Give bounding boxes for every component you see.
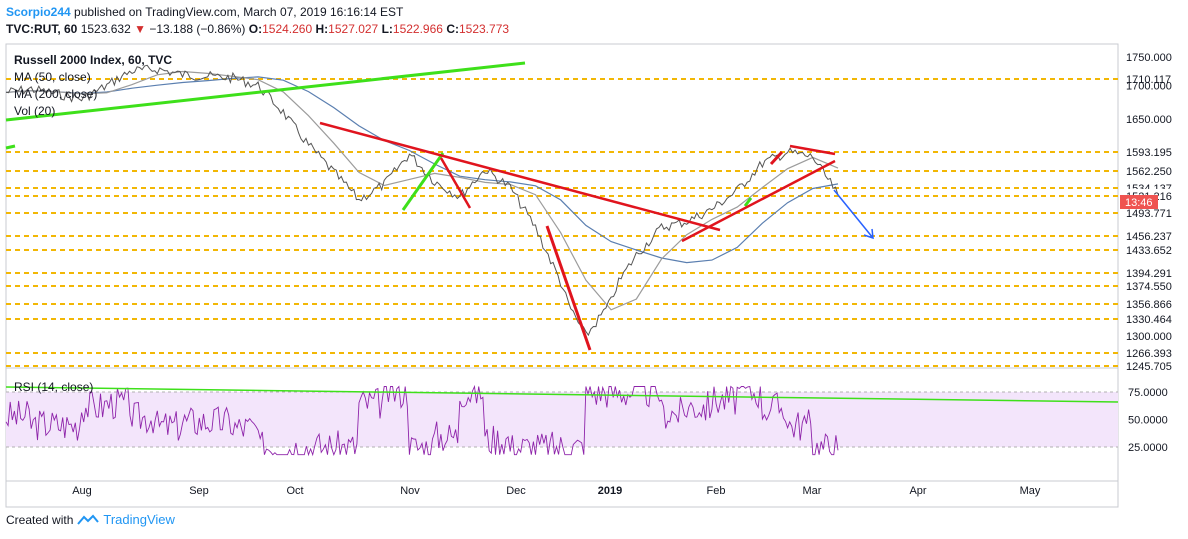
time-axis-label: Feb: [707, 485, 726, 497]
rsi-series: [5, 384, 839, 457]
time-axis-label: Aug: [72, 485, 92, 497]
time-axis-label: Mar: [803, 485, 822, 497]
close-label: C:: [446, 22, 459, 36]
red-drop-line-1[interactable]: [439, 157, 472, 209]
price-axis: 1750.000 1700.000 1650.000 1300.000: [1126, 52, 1172, 343]
rsi-axis-tick: 25.0000: [1128, 442, 1168, 454]
close-value: 1523.773: [458, 22, 510, 36]
low-value: 1522.966: [392, 22, 443, 36]
price-level-label-bg: [1120, 206, 1182, 220]
down-arrow-icon: ▼: [134, 22, 146, 36]
time-axis-label: Oct: [286, 485, 303, 497]
price-axis-tick: 1300.000: [1126, 331, 1172, 343]
price-series: [5, 64, 839, 337]
time-axis-label: 2019: [598, 485, 622, 497]
published-text: published on TradingView.com, March 07, …: [74, 5, 404, 19]
price-level-label-bg: [1120, 346, 1182, 360]
price-level-label: 1374.550: [1126, 281, 1172, 293]
price-level-label: 1433.652: [1126, 245, 1172, 257]
price-level-label-bg: [1120, 229, 1182, 243]
rsi-axis-tick: 50.0000: [1128, 415, 1168, 427]
current-price-time: 13:46: [1125, 197, 1153, 209]
tradingview-logo-icon: [77, 514, 100, 525]
rsi-trendline[interactable]: [5, 386, 1119, 403]
time-axis-label: Nov: [400, 485, 420, 497]
ma50-line: [5, 70, 839, 311]
author-name[interactable]: Scorpio244: [6, 5, 71, 19]
open-value: 1524.260: [262, 22, 313, 36]
created-with-text: Created with: [6, 512, 74, 527]
last-price: 1523.632: [80, 22, 131, 36]
projection-arrowhead-icon: [863, 228, 874, 240]
red-drop-line-2[interactable]: [545, 225, 592, 351]
price-level-label: 1593.195: [1126, 147, 1172, 159]
support-resistance-levels: 1710.1171593.1951562.2501534.1371521.216…: [6, 72, 1182, 373]
price-level-label-bg: [1120, 145, 1182, 159]
price-axis-tick: 1650.000: [1126, 114, 1172, 126]
price-level-label-bg: [1120, 72, 1182, 86]
price-level-label-bg: [1120, 297, 1182, 311]
price-level-label: 1330.464: [1126, 314, 1172, 326]
high-value: 1527.027: [328, 22, 379, 36]
time-axis-label: Sep: [189, 485, 209, 497]
quote-line: TVC:RUT, 60 1523.632 ▼ −13.188 (−0.86%) …: [6, 21, 1182, 38]
volume-legend[interactable]: Vol (20): [14, 104, 55, 118]
green-trendline-tick[interactable]: [743, 197, 753, 207]
ma50-legend[interactable]: MA (50, close): [14, 70, 91, 84]
time-axis: Aug Sep Oct Nov Dec 2019 Feb Mar Apr May: [72, 485, 1041, 497]
price-level-label: 1266.393: [1126, 348, 1172, 360]
chart-title: Russell 2000 Index, 60, TVC: [14, 53, 172, 67]
price-level-label-bg: [1120, 266, 1182, 280]
ma200-legend[interactable]: MA (200, close): [14, 87, 97, 101]
rsi-band: [6, 392, 1118, 447]
price-level-label-bg: [1120, 164, 1182, 178]
red-rise-line[interactable]: [769, 150, 784, 166]
price-level-label: 1710.117: [1126, 74, 1171, 86]
current-price-tag: [1120, 195, 1158, 209]
price-level-label: 1245.705: [1126, 361, 1172, 373]
time-axis-label: May: [1020, 485, 1041, 497]
green-trendline[interactable]: [5, 61, 526, 122]
publish-line: Scorpio244 published on TradingView.com,…: [6, 4, 1182, 21]
low-label: L:: [381, 22, 393, 36]
price-level-label: 1562.250: [1126, 166, 1172, 178]
red-trendline-up[interactable]: [681, 159, 836, 243]
footer: Created with TradingView: [6, 512, 175, 527]
price-level-label-bg: [1120, 359, 1182, 373]
symbol-label: TVC:RUT, 60: [6, 22, 78, 36]
open-label: O:: [248, 22, 263, 36]
plot-frame: [5, 43, 1119, 508]
price-level-label: 1394.291: [1126, 268, 1172, 280]
time-axis-label: Apr: [909, 485, 926, 497]
rsi-axis: 75.0000 50.0000 25.0000: [1128, 387, 1168, 454]
price-level-label-bg: [1120, 279, 1182, 293]
time-axis-label: Dec: [506, 485, 526, 497]
price-level-label-bg: [1120, 243, 1182, 257]
projection-arrow: [833, 189, 874, 239]
chart-header: Scorpio244 published on TradingView.com,…: [6, 4, 1182, 40]
rsi-axis-tick: 75.0000: [1128, 387, 1168, 399]
green-trendline-short[interactable]: [401, 152, 445, 211]
price-change: −13.188 (−0.86%): [149, 22, 246, 36]
price-level-label: 1456.237: [1126, 231, 1172, 243]
price-axis-tick: 1750.000: [1126, 52, 1172, 64]
price-level-label: 1356.866: [1126, 299, 1172, 311]
high-label: H:: [315, 22, 329, 36]
price-level-label: 1493.771: [1126, 208, 1172, 220]
green-trendline-stub[interactable]: [5, 144, 16, 150]
price-level-label-bg: [1120, 312, 1182, 326]
ma200-line: [5, 76, 839, 264]
tradingview-brand[interactable]: TradingView: [103, 512, 175, 527]
red-trendline-top[interactable]: [789, 144, 836, 156]
price-chart[interactable]: 1710.1171593.1951562.2501534.1371521.216…: [0, 40, 1188, 510]
red-trendline-down[interactable]: [319, 121, 721, 232]
price-axis-tick: 1700.000: [1126, 81, 1172, 93]
rsi-legend[interactable]: RSI (14, close): [14, 380, 93, 394]
